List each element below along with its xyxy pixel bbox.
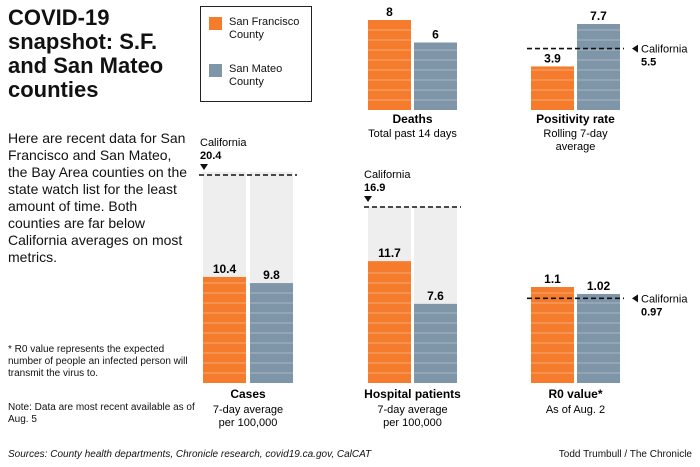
intro-text: Here are recent data for San Francisco a… — [8, 130, 188, 265]
data-label: 6 — [432, 28, 439, 42]
data-note: Note: Data are most recent available as … — [8, 402, 195, 425]
reference-value: 16.9 — [364, 182, 385, 194]
reference-label: California — [364, 169, 411, 181]
data-label: 9.8 — [263, 268, 280, 282]
legend: San Francisco County San Mateo County — [200, 6, 312, 102]
bar-sf — [531, 66, 574, 110]
page-title: COVID-19 snapshot: S.F. and San Mateo co… — [8, 5, 164, 102]
reference-arrow-icon — [632, 44, 638, 53]
data-label: 7.7 — [590, 9, 607, 23]
data-label: 11.7 — [378, 246, 401, 260]
bar-sm — [577, 293, 620, 383]
reference-arrow-icon — [200, 164, 208, 170]
data-label: 3.9 — [544, 51, 561, 65]
data-label: 8 — [386, 5, 393, 19]
sources: Sources: County health departments, Chro… — [8, 449, 372, 460]
panel-subtitle: As of Aug. 2 — [546, 404, 605, 416]
bar-sf — [203, 276, 246, 383]
footnote: * R0 value represents the expected numbe… — [8, 344, 188, 379]
bar-sf — [368, 261, 411, 383]
reference-arrow-icon — [632, 294, 638, 303]
reference-label: California — [200, 137, 247, 149]
panel-title: Positivity rate — [536, 112, 615, 126]
legend-swatch-sf — [209, 17, 222, 30]
panel-subtitle: Rolling 7-day — [543, 128, 608, 140]
panel-title: Hospital patients — [364, 387, 461, 401]
bar-sm — [414, 303, 457, 383]
bar-sm — [577, 24, 620, 110]
legend-swatch-sm — [209, 64, 222, 77]
reference-arrow-icon — [364, 196, 372, 202]
bar-sf — [531, 287, 574, 383]
data-label: 1.02 — [587, 279, 611, 293]
bar-sm — [414, 42, 457, 110]
panel-subtitle: per 100,000 — [219, 417, 278, 429]
legend-label-sf: San Francisco County — [229, 16, 300, 41]
panel-title: Deaths — [392, 112, 432, 126]
panel-subtitle: 7-day average — [377, 404, 447, 416]
reference-value: 0.97 — [641, 306, 662, 318]
credit: Todd Trumbull / The Chronicle — [558, 449, 692, 460]
panel-title: R0 value* — [548, 387, 602, 401]
panel-subtitle: 7-day average — [213, 404, 283, 416]
panel-subtitle: Total past 14 days — [368, 128, 457, 140]
reference-label: California — [641, 44, 688, 56]
panel-subtitle: per 100,000 — [383, 417, 442, 429]
panel-title: Cases — [230, 387, 266, 401]
reference-value: 20.4 — [200, 150, 222, 162]
reference-label: California — [641, 293, 688, 305]
bar-sf — [368, 20, 411, 110]
data-label: 10.4 — [213, 262, 237, 276]
panel-subtitle: average — [556, 141, 596, 153]
data-label: 7.6 — [427, 289, 444, 303]
legend-label-sm: San Mateo County — [229, 63, 283, 88]
reference-value: 5.5 — [641, 57, 656, 69]
bar-sm — [250, 283, 293, 383]
data-label: 1.1 — [544, 272, 561, 286]
